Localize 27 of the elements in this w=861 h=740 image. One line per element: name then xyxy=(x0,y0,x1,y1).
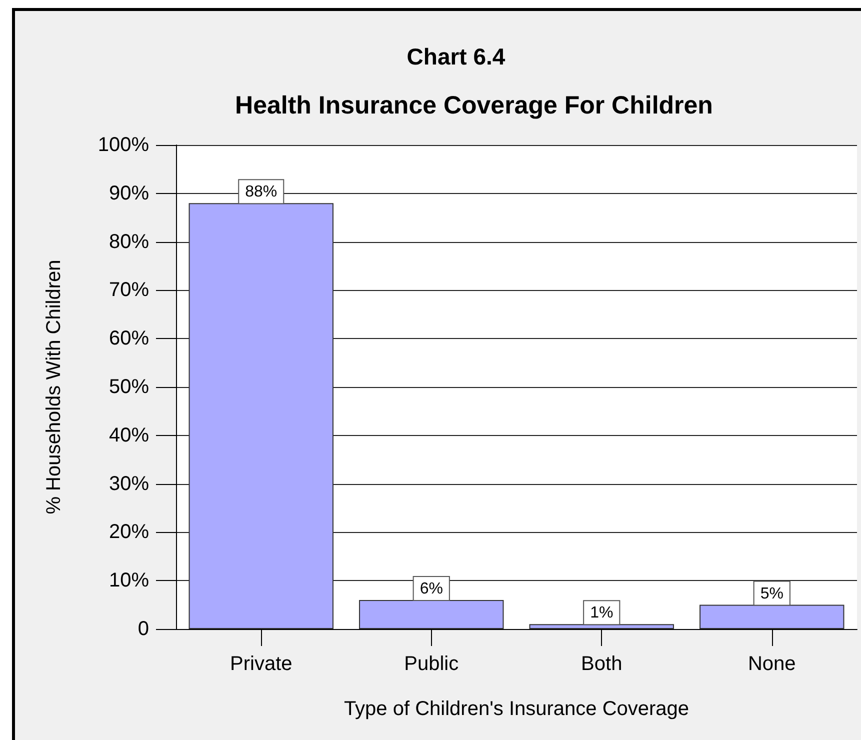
chart-subtitle: Health Insurance Coverage For Children xyxy=(235,92,713,120)
y-tick-label: 80% xyxy=(108,230,150,253)
bar xyxy=(359,600,504,629)
data-label: 6% xyxy=(420,580,443,598)
y-tick-label: 30% xyxy=(108,472,150,495)
x-tick-label: None xyxy=(748,653,796,675)
y-tick-label: 0 xyxy=(138,618,149,640)
y-tick-label: 50% xyxy=(108,376,150,398)
bar xyxy=(529,624,674,629)
data-label: 88% xyxy=(245,184,278,201)
bar xyxy=(188,203,334,629)
x-tick-label: Public xyxy=(404,653,459,675)
bar xyxy=(700,604,844,629)
data-label: 1% xyxy=(590,604,614,622)
y-tick-label: 90% xyxy=(108,182,150,204)
y-tick-label: 70% xyxy=(108,279,150,302)
y-tick-label: 10% xyxy=(108,570,150,592)
y-tick-label: 40% xyxy=(108,424,150,446)
y-tick-label: 60% xyxy=(108,328,150,350)
x-tick-label: Private xyxy=(230,653,292,675)
chart-title: Chart 6.4 xyxy=(406,44,506,70)
y-tick-label: 100% xyxy=(98,134,150,156)
x-axis-title: Type of Children's Insurance Coverage xyxy=(344,698,690,720)
x-tick-label: Both xyxy=(581,653,622,675)
y-tick-label: 20% xyxy=(108,521,150,544)
y-axis-title: % Households With Children xyxy=(43,260,65,514)
data-label: 5% xyxy=(760,585,784,602)
